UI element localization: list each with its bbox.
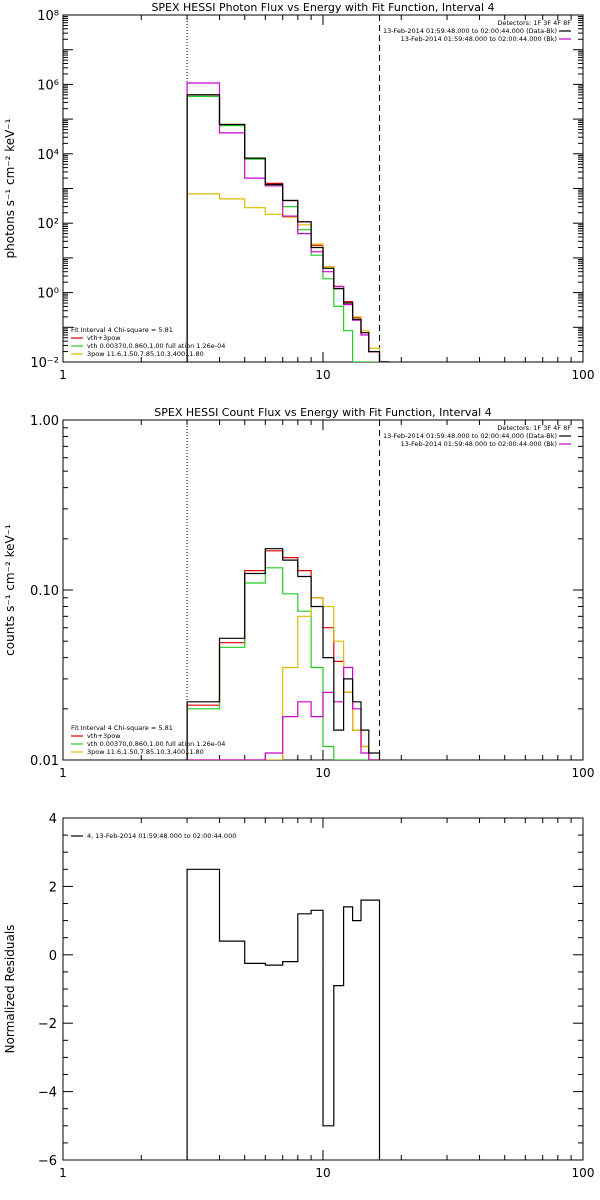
series-data-bk-line — [186, 94, 390, 362]
y-tick-label: −6 — [38, 1154, 57, 1169]
x-tick-label: 10 — [315, 766, 330, 780]
legend-entry-label: 3pow 11.6,1.50,7.85,10.3,400.,1.80 — [87, 748, 204, 756]
series-vth-3pow-line — [186, 94, 390, 362]
legend-entry-label: 4, 13-Feb-2014 01:59:48.000 to 02:00:44.… — [87, 832, 236, 840]
y-tick-label: 2 — [49, 880, 57, 895]
y-tick-label: −4 — [38, 1086, 57, 1101]
y-tick-label: 10² — [37, 217, 59, 232]
legend-entry-label: 3pow 11.6,1.50,7.85,10.3,400.,1.80 — [87, 350, 204, 358]
y-tick-label: 0 — [49, 949, 57, 964]
y-tick-label: 10⁸ — [37, 9, 59, 24]
y-tick-label: 10⁶ — [37, 78, 59, 93]
legend-entry-label: 13-Feb-2014 01:59:48.000 to 02:00:44.000… — [401, 440, 557, 448]
series-bk-line — [186, 82, 390, 362]
plot-frame — [62, 14, 584, 363]
x-tick-label: 1 — [59, 368, 67, 382]
legend-detectors: Detectors: 1F 3F 4F 8F — [497, 424, 571, 432]
legend-fit-info: Fit Interval 4 Chi-square = 5.81 — [71, 326, 173, 334]
legend-entry-label: 13-Feb-2014 01:59:48.000 to 02:00:44.000… — [383, 27, 557, 35]
x-tick-label: 10 — [315, 1166, 330, 1180]
series-vth-line — [186, 567, 380, 760]
legend-entry-label: vth 0.00370,0.860,1.00 full ation 1.26e-… — [87, 342, 225, 350]
y-axis-label: photons s⁻¹ cm⁻² keV⁻¹ — [3, 118, 17, 258]
legend-entry-label: vth+3pow — [87, 732, 121, 740]
legend-entry-label: vth 0.00370,0.860,1.00 full ation 1.26e-… — [87, 740, 225, 748]
y-tick-label: 0.10 — [30, 584, 59, 599]
chart-title: SPEX HESSI Photon Flux vs Energy with Fi… — [151, 1, 494, 14]
y-axis-label: Normalized Residuals — [3, 925, 17, 1054]
series-3pow-line — [186, 193, 390, 362]
x-tick-label: 10 — [315, 368, 330, 382]
y-tick-label: −2 — [38, 1017, 57, 1032]
y-axis-label: counts s⁻¹ cm⁻² keV⁻¹ — [3, 524, 17, 656]
x-tick-label: 100 — [572, 766, 595, 780]
y-tick-label: 0.01 — [30, 754, 59, 769]
y-tick-label: 10⁴ — [37, 148, 59, 163]
chart-title: SPEX HESSI Count Flux vs Energy with Fit… — [154, 406, 491, 419]
x-tick-label: 100 — [572, 1166, 595, 1180]
legend-entry-label: 13-Feb-2014 01:59:48.000 to 02:00:44.000… — [383, 432, 557, 440]
legend-entry-label: 13-Feb-2014 01:59:48.000 to 02:00:44.000… — [401, 35, 557, 43]
x-tick-label: 1 — [59, 766, 67, 780]
series-data-bk-line — [186, 548, 381, 760]
series-residuals-line — [186, 868, 381, 1160]
y-tick-label: 10⁰ — [37, 287, 59, 302]
legend-fit-info: Fit Interval 4 Chi-square = 5.81 — [71, 724, 173, 732]
series-vth-line — [186, 95, 390, 362]
legend-detectors: Detectors: 1F 3F 4F 8F — [497, 19, 571, 27]
y-tick-label: 4 — [49, 812, 57, 827]
y-tick-label: 10⁻² — [30, 356, 59, 371]
y-tick-label: 1.00 — [30, 414, 59, 429]
x-tick-label: 100 — [572, 368, 595, 382]
legend-entry-label: vth+3pow — [87, 334, 121, 342]
x-tick-label: 1 — [59, 1166, 67, 1180]
